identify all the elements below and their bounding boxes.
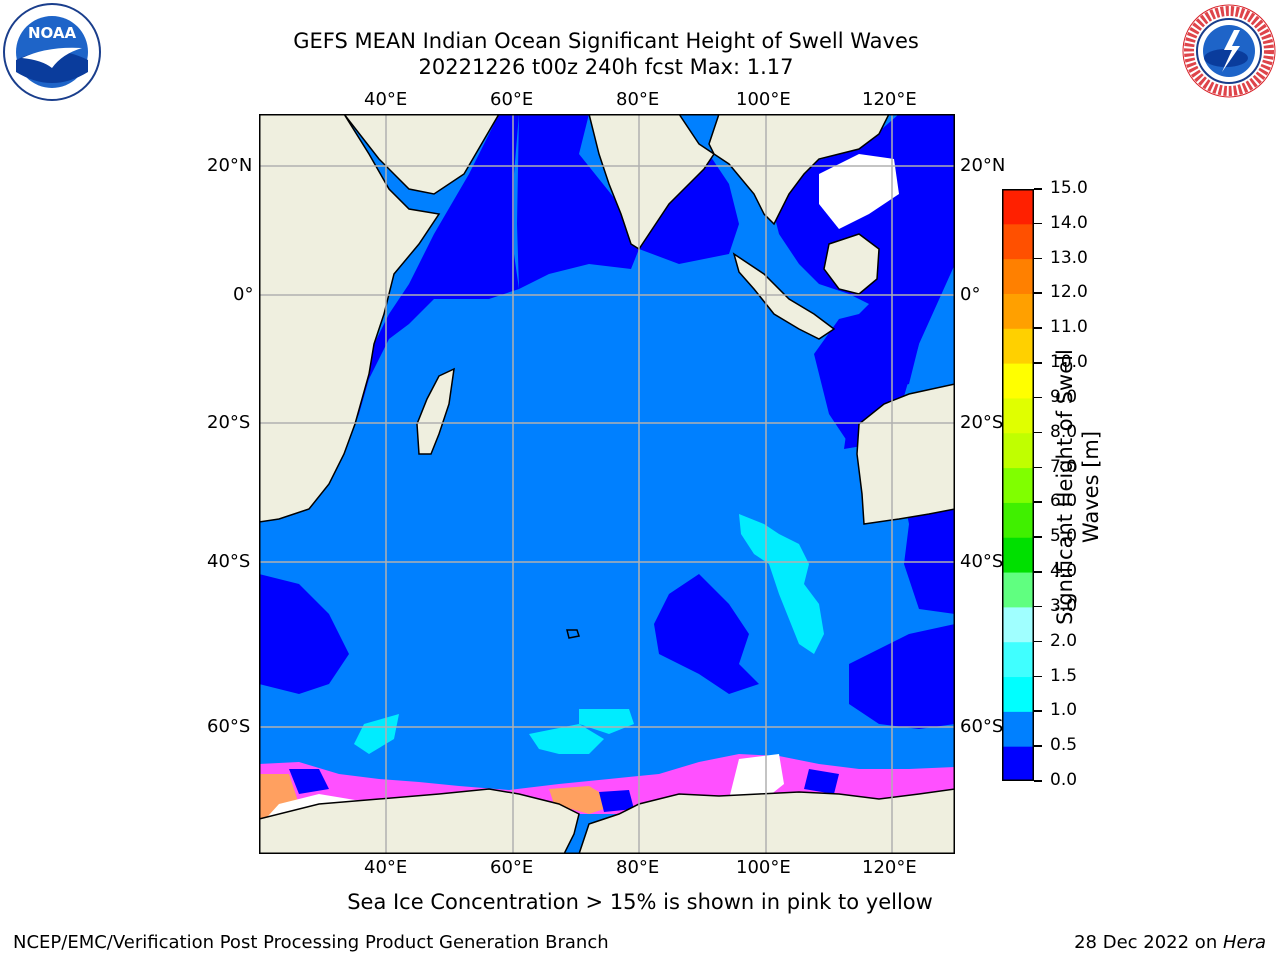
colorbar-tick-mark: [1034, 536, 1042, 538]
lon-label-top-40e: 40°E: [364, 89, 408, 110]
colorbar-swatches: [1002, 189, 1034, 782]
lat-label-right-60s: 60°S: [960, 716, 1004, 737]
colorbar-tick-mark: [1034, 362, 1042, 364]
colorbar-tick-mark: [1034, 501, 1042, 503]
colorbar-tick-mark: [1034, 292, 1042, 294]
colorbar-tick-mark: [1034, 396, 1042, 399]
colorbar-ticks: 0.0 0.5 1.0 1.5 2.0 3.0 4.0 5.0 6.0 7.0 8.0 9.0 10.0…: [1034, 178, 1100, 790]
land-masses: [258, 113, 956, 855]
lon-label-top-60e: 60°E: [490, 89, 534, 110]
lat-label-right-20s: 20°S: [960, 412, 1004, 433]
colorbar-tick-label: 9.0: [1050, 386, 1078, 407]
colorbar-tick-mark: [1034, 431, 1042, 434]
colorbar-tick-mark: [1034, 222, 1042, 225]
colorbar-swatch: [1002, 432, 1034, 469]
colorbar-label: Significant Height of Swell Waves [m]: [1053, 349, 1103, 625]
colorbar-tick-mark: [1034, 640, 1042, 643]
footer-machine: Hera: [1222, 932, 1266, 953]
map-border: [259, 114, 955, 854]
colorbar-tick-label: 10.0: [1050, 352, 1088, 373]
lat-label-left-20s: 20°S: [207, 412, 251, 433]
noaa-logo-text: NOAA: [28, 24, 77, 42]
lat-label-left-40s: 40°S: [207, 551, 251, 572]
colorbar-tick-mark: [1034, 571, 1042, 573]
colorbar-tick-label: 7.0: [1050, 456, 1078, 477]
colorbar-tick-label: 13.0: [1050, 247, 1088, 268]
graticule: [259, 114, 955, 854]
colorbar-swatch: [1002, 537, 1034, 573]
colorbar-swatch: [1002, 223, 1034, 260]
colorbar-tick-mark: [1034, 466, 1042, 469]
lat-label-right-40s: 40°S: [960, 551, 1004, 572]
map-canvas: [258, 113, 956, 855]
colorbar-tick-label: 14.0: [1050, 212, 1088, 233]
footer-date: 28 Dec 2022 on Hera: [1074, 932, 1266, 953]
nws-logo: [1180, 2, 1278, 100]
colorbar-swatch: [1002, 467, 1034, 503]
colorbar-tick-mark: [1034, 710, 1042, 712]
chart-title: GEFS MEAN Indian Ocean Significant Heigh…: [293, 29, 919, 53]
colorbar-tick-mark: [1034, 257, 1042, 260]
colorbar-tick-label: 11.0: [1050, 317, 1088, 338]
colorbar-tick-label: 8.0: [1050, 421, 1078, 442]
colorbar-swatch: [1002, 641, 1034, 678]
colorbar-swatch: [1002, 189, 1034, 225]
map-panel: [258, 113, 956, 855]
lat-label-left-20n: 20°N: [207, 155, 253, 176]
lat-label-left-60s: 60°S: [207, 716, 251, 737]
footer-date-text: 28 Dec 2022 on: [1074, 932, 1223, 953]
colorbar-swatch: [1002, 572, 1034, 608]
colorbar-tick-mark: [1034, 327, 1042, 329]
lat-label-right-0: 0°: [960, 284, 981, 305]
lon-label-bottom-40e: 40°E: [364, 857, 408, 878]
colorbar: [1002, 189, 1034, 782]
colorbar-swatch: [1002, 502, 1034, 538]
colorbar-tick-label: 3.0: [1050, 595, 1078, 616]
lat-label-left-0: 0°: [233, 284, 254, 305]
colorbar-tick-label: 1.0: [1050, 700, 1078, 721]
colorbar-tick-label: 6.0: [1050, 491, 1078, 512]
colorbar-tick-mark: [1034, 675, 1042, 678]
colorbar-tick-mark: [1034, 605, 1042, 608]
colorbar-tick-mark: [1034, 780, 1042, 782]
colorbar-border: [1002, 189, 1034, 781]
sea-ice-note: Sea Ice Concentration > 15% is shown in …: [0, 890, 1280, 914]
colorbar-tick-label: 4.0: [1050, 561, 1078, 582]
colorbar-tick-mark: [1034, 188, 1042, 190]
colorbar-swatch: [1002, 293, 1034, 329]
lon-label-bottom-80e: 80°E: [616, 857, 660, 878]
colorbar-swatch: [1002, 328, 1034, 364]
chart-subtitle: 20221226 t00z 240h fcst Max: 1.17: [418, 55, 794, 79]
colorbar-swatch: [1002, 746, 1034, 782]
lat-label-right-20n: 20°N: [960, 155, 1006, 176]
footer-branch: NCEP/EMC/Verification Post Processing Pr…: [13, 932, 609, 953]
colorbar-swatch: [1002, 676, 1034, 712]
colorbar-swatch: [1002, 397, 1034, 434]
colorbar-tick-label: 0.0: [1050, 770, 1078, 790]
colorbar-swatch: [1002, 363, 1034, 399]
lon-label-top-120e: 120°E: [862, 89, 917, 110]
lon-label-bottom-100e: 100°E: [736, 857, 791, 878]
colorbar-tick-mark: [1034, 745, 1042, 747]
sea-ice-note-text: Sea Ice Concentration > 15% is shown in …: [347, 890, 933, 914]
colorbar-tick-label: 1.5: [1050, 665, 1078, 686]
colorbar-tick-label: 2.0: [1050, 630, 1078, 651]
lon-label-bottom-60e: 60°E: [490, 857, 534, 878]
colorbar-tick-label: 12.0: [1050, 282, 1088, 303]
lon-label-top-80e: 80°E: [616, 89, 660, 110]
colorbar-swatch: [1002, 606, 1034, 643]
colorbar-tick-label: 0.5: [1050, 735, 1078, 756]
lon-label-bottom-120e: 120°E: [862, 857, 917, 878]
noaa-logo: NOAA: [2, 2, 102, 102]
colorbar-tick-label: 15.0: [1050, 178, 1088, 198]
colorbar-swatch: [1002, 258, 1034, 294]
lon-label-top-100e: 100°E: [736, 89, 791, 110]
colorbar-swatch: [1002, 711, 1034, 747]
colorbar-tick-label: 5.0: [1050, 526, 1078, 547]
